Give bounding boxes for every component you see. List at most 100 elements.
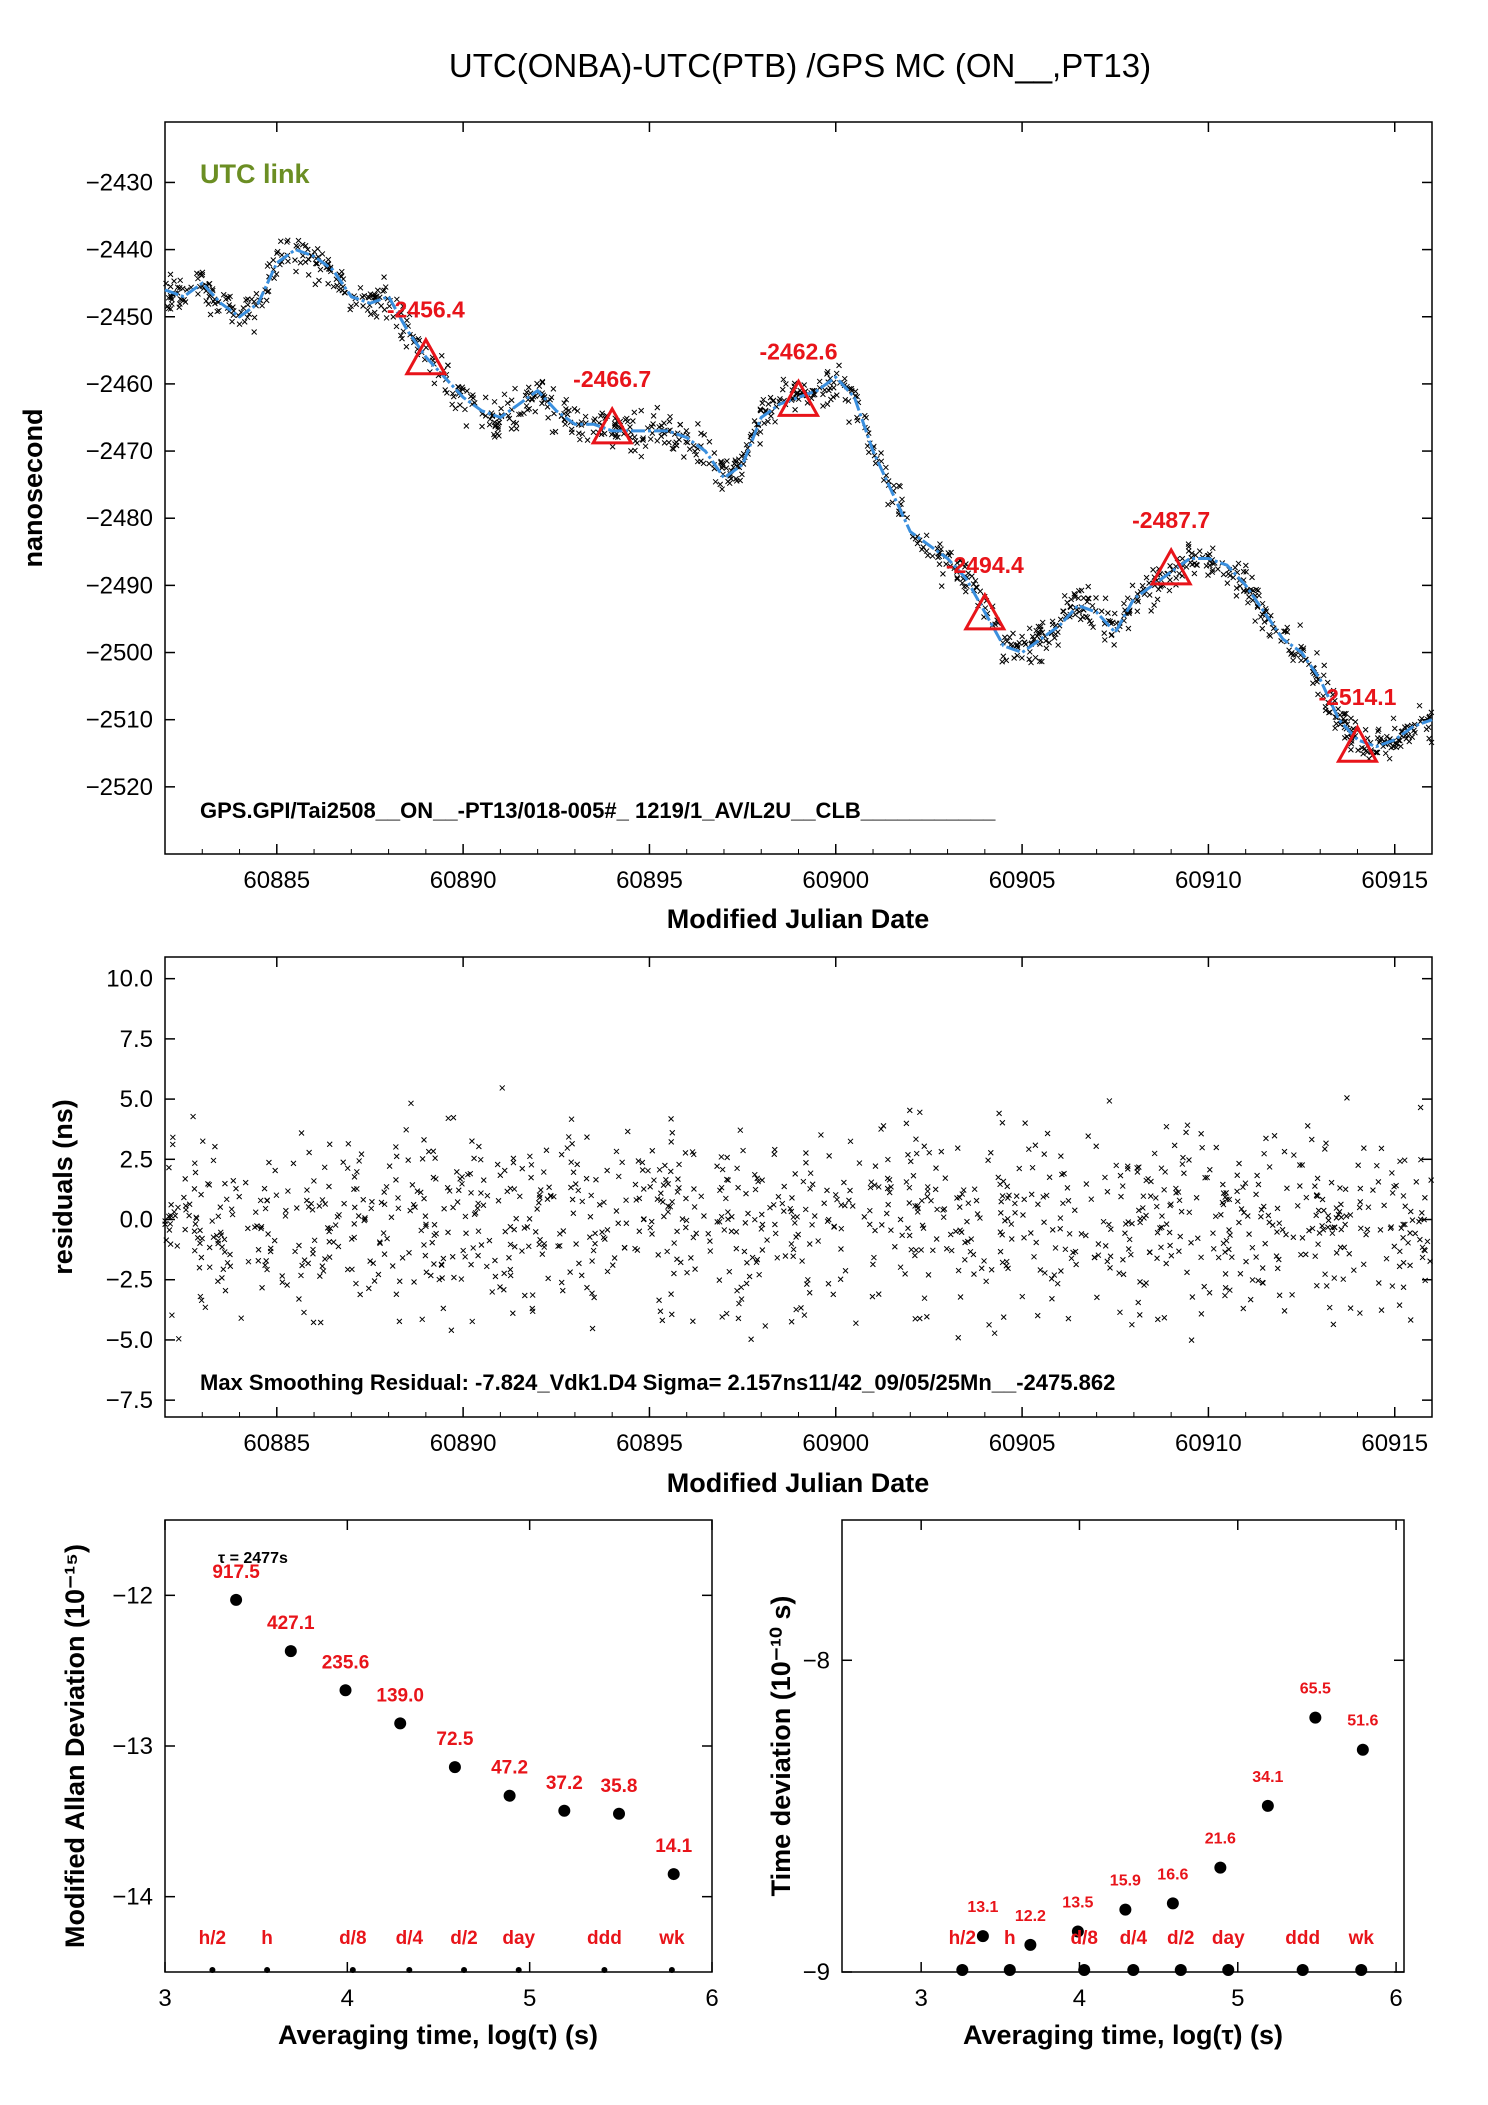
mdev-bottom-label: d/2: [450, 1928, 477, 1949]
top-raw-point: [297, 259, 304, 266]
top-raw-point: [1314, 649, 1320, 656]
mdev-point: [503, 1789, 516, 1802]
residual-point: [743, 1190, 749, 1197]
top-marker-triangle: [1335, 724, 1380, 763]
residual-point: [1033, 1239, 1040, 1246]
residual-point: [271, 1237, 278, 1244]
residual-point: [1312, 1253, 1319, 1260]
top-raw-point: [824, 368, 831, 375]
top-raw-point: [673, 442, 680, 449]
residual-point: [1136, 1312, 1143, 1318]
residual-point: [1360, 1145, 1367, 1151]
top-raw-point: [1298, 657, 1304, 664]
residual-point: [292, 1248, 298, 1255]
top-raw-point: [400, 303, 406, 310]
residual-point: [1342, 1186, 1349, 1193]
residuals-y-tick-label: 5.0: [120, 1086, 153, 1113]
top-raw-point: [972, 577, 979, 584]
residual-point: [1102, 1174, 1108, 1181]
tdev-point-label: 16.6: [1157, 1866, 1188, 1883]
top-raw-point: [1290, 657, 1296, 664]
residual-point: [991, 1330, 998, 1337]
residual-point: [1337, 1185, 1343, 1191]
top-raw-point: [381, 274, 387, 280]
residual-point: [794, 1213, 800, 1220]
top-raw-point: [486, 421, 493, 428]
residual-point: [958, 1229, 965, 1236]
residual-point: [1276, 1220, 1283, 1227]
top-raw-point: [1245, 599, 1251, 606]
residual-point: [600, 1234, 607, 1241]
top-raw-point: [371, 309, 378, 316]
residuals-y-axis-label: residuals (ns): [48, 1099, 78, 1275]
top-raw-point: [176, 285, 183, 291]
residual-point: [1088, 1196, 1095, 1203]
residual-point: [1078, 1231, 1085, 1237]
top-raw-point: [1220, 571, 1227, 578]
mdev-bottom-dot: [264, 1967, 271, 1973]
residual-point: [1355, 1162, 1362, 1169]
top-raw-point: [648, 423, 655, 430]
top-raw-point: [1267, 633, 1274, 639]
tdev-point: [1119, 1903, 1132, 1916]
top-raw-point: [896, 482, 902, 489]
tdev-bottom-dot: [1174, 1964, 1187, 1976]
residual-point: [502, 1228, 509, 1235]
residual-point: [1405, 1239, 1411, 1246]
residual-point: [645, 1167, 651, 1174]
residual-point: [1032, 1142, 1039, 1149]
residual-point: [907, 1158, 914, 1165]
top-raw-point: [695, 421, 701, 427]
residual-point: [583, 1175, 590, 1182]
residual-point: [1409, 1217, 1416, 1224]
tdev-point: [976, 1930, 989, 1943]
residual-point: [432, 1155, 438, 1161]
residual-point: [1012, 1200, 1018, 1207]
residual-point: [692, 1266, 698, 1272]
residual-point: [1401, 1157, 1408, 1164]
residual-point: [381, 1251, 388, 1257]
residual-point: [1220, 1201, 1227, 1208]
top-raw-point: [1043, 637, 1049, 644]
top-raw-point: [163, 280, 169, 287]
residual-point: [175, 1335, 182, 1342]
residual-point: [1157, 1225, 1163, 1231]
residual-point: [938, 1148, 945, 1155]
top-raw-point: [760, 396, 767, 403]
residual-point: [932, 1186, 939, 1193]
top-raw-point: [203, 298, 210, 304]
residual-point: [1262, 1240, 1269, 1247]
residual-point: [1343, 1213, 1350, 1220]
top-raw-point: [739, 471, 745, 478]
top-raw-point: [1151, 602, 1157, 609]
top-raw-point: [1310, 680, 1316, 687]
top-raw-point: [609, 443, 616, 450]
residual-point: [429, 1239, 436, 1246]
residual-point: [754, 1256, 761, 1263]
top-raw-point: [929, 553, 936, 559]
residual-point: [1253, 1254, 1260, 1260]
top-raw-point: [686, 446, 693, 452]
mdev-panel: 3 4 5 6−12−13−14 917.5427.1235.6139.072.547…: [60, 1519, 719, 2050]
top-raw-point: [393, 323, 400, 330]
residual-point: [1333, 1250, 1340, 1256]
residual-point: [254, 1223, 260, 1229]
top-raw-point: [563, 396, 570, 403]
residual-point: [1124, 1166, 1131, 1172]
top-raw-point: [943, 561, 949, 567]
residual-point: [790, 1253, 797, 1260]
residual-point: [718, 1184, 725, 1191]
residual-point: [175, 1204, 181, 1211]
top-x-tick-label: 60885: [243, 867, 310, 894]
residual-point: [780, 1208, 787, 1214]
residual-point: [166, 1227, 173, 1233]
residual-point: [1259, 1265, 1266, 1271]
residual-point: [756, 1271, 763, 1278]
top-raw-point: [1105, 610, 1111, 616]
top-raw-point: [491, 398, 498, 405]
residual-point: [525, 1243, 532, 1250]
residual-point: [1106, 1221, 1112, 1228]
residual-point: [475, 1228, 482, 1235]
residual-point: [451, 1274, 457, 1281]
top-raw-point: [1322, 707, 1329, 714]
